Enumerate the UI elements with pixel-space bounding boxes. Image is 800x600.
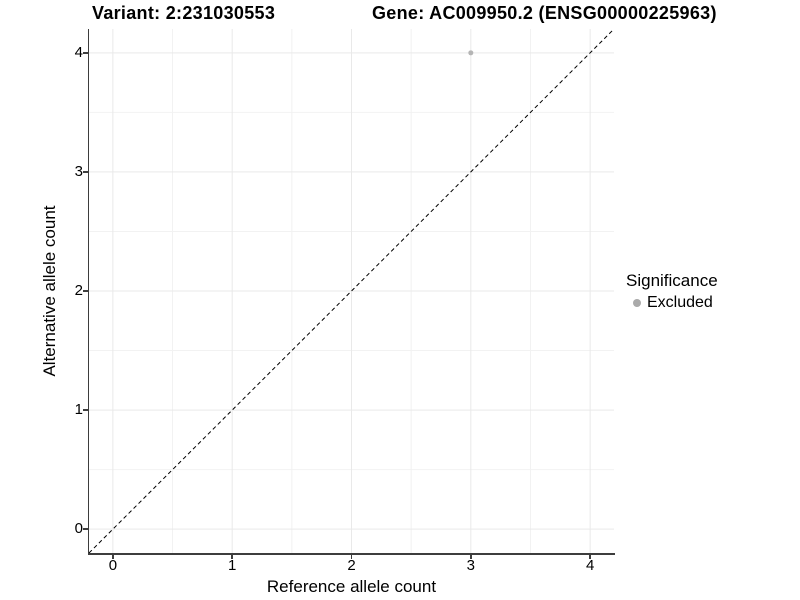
- x-tick-mark: [589, 554, 591, 559]
- y-tick-mark: [83, 52, 88, 54]
- y-tick-label: 3: [74, 162, 83, 180]
- x-tick-mark: [231, 554, 233, 559]
- gene-title: Gene: AC009950.2 (ENSG00000225963): [372, 3, 717, 23]
- x-axis-line: [87, 553, 615, 555]
- y-tick-label: 1: [74, 401, 83, 419]
- legend-entry-excluded: Excluded: [626, 294, 718, 312]
- x-tick-label: 4: [585, 557, 595, 574]
- y-tick-mark: [83, 171, 88, 173]
- y-tick-mark: [83, 409, 88, 411]
- legend-title: Significance: [626, 271, 718, 290]
- plot-canvas: [88, 28, 615, 554]
- x-tick-mark: [112, 554, 114, 559]
- x-tick-mark: [350, 554, 353, 559]
- y-tick-mark: [83, 290, 88, 292]
- x-tick-label: 1: [228, 557, 237, 574]
- y-tick-label: 4: [74, 43, 83, 61]
- plot-panel: [88, 28, 615, 554]
- excluded-point-icon: [633, 299, 641, 307]
- y-tick-label: 0: [74, 520, 83, 538]
- legend: Significance Excluded: [626, 271, 718, 312]
- y-axis-line: [87, 29, 89, 555]
- data-point: [468, 50, 474, 56]
- x-tick-label: 0: [108, 557, 118, 574]
- identity-line: [88, 28, 615, 554]
- y-tick-mark: [83, 528, 88, 530]
- x-axis-title: Reference allele count: [266, 577, 437, 596]
- y-tick-label: 2: [74, 282, 83, 299]
- x-tick-label: 2: [347, 557, 356, 574]
- x-tick-mark: [470, 554, 472, 559]
- variant-title: Variant: 2:231030553: [92, 3, 276, 23]
- x-tick-label: 3: [466, 557, 475, 574]
- legend-entry-label: Excluded: [647, 294, 713, 311]
